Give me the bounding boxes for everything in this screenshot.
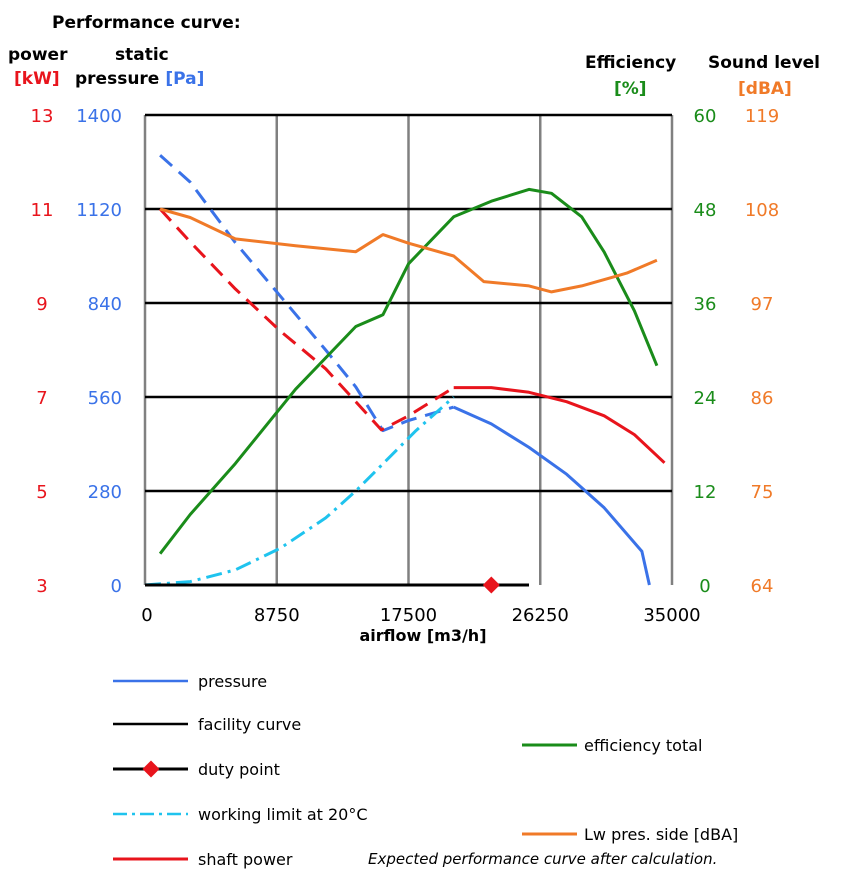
power-axis-unit: [kW] [14,69,60,89]
efficiency-tick-label: 36 [694,294,717,315]
legend-label-pressure: pressure [198,672,267,691]
vertical-gridlines [143,115,674,585]
legend-label-efficiency: efficiency total [584,736,702,755]
pressure-tick-label: 1120 [76,200,122,221]
pressure-tick-label: 280 [88,482,122,503]
lw-pres-side-dba-line [159,207,658,294]
x-tick-label: 35000 [643,605,700,626]
pressure-axis-label: pressure [Pa] [75,69,204,89]
legend-label-facility: facility curve [198,715,301,734]
sound-axis-unit: [dBA] [738,79,792,99]
sound-tick-label: 97 [751,294,774,315]
legend-label-limit: working limit at 20°C [198,805,368,824]
sound-tick-label: 64 [751,576,774,597]
sound-axis-label: Sound level [708,53,820,73]
pressure-axis-label-line1: static [115,45,169,65]
x-tick-label: 17500 [380,605,437,626]
sound-tick-label: 75 [751,482,774,503]
efficiency-axis-label: Efficiency [585,53,676,73]
power-axis-label: power [8,45,68,65]
power-tick-label: 7 [36,388,47,409]
x-tick-label: 26250 [512,605,569,626]
legend-label-shaft: shaft power [198,850,293,869]
sound-tick-label: 86 [751,388,774,409]
legend-item-facility: facility curve [113,715,301,734]
legend-item-duty: duty point [113,760,280,779]
pressure-line [159,154,455,433]
legend-label-sound: Lw pres. side [dBA] [584,825,738,844]
efficiency-tick-label: 0 [699,576,710,597]
series-lines [144,154,666,594]
power-tick-label: 3 [36,576,47,597]
legend-item-limit: working limit at 20°C [113,805,368,824]
efficiency-tick-label: 48 [694,200,717,221]
pressure-tick-label: 0 [111,576,122,597]
efficiency-tick-label: 24 [694,388,717,409]
legend-item-pressure: pressure [113,672,267,691]
tick-labels: 1311975314001120840560280060483624120119… [31,106,780,626]
sound-tick-label: 119 [745,106,779,127]
legend-marker-duty [142,760,160,778]
power-tick-label: 11 [31,200,54,221]
x-tick-label: 0 [141,605,152,626]
efficiency-tick-label: 60 [694,106,717,127]
pressure-tick-label: 560 [88,388,122,409]
pressure-line [453,405,651,586]
x-axis-label: airflow [m3/h] [359,626,486,645]
legend-label-duty: duty point [198,760,280,779]
pressure-axis-unit: [Pa] [165,69,204,89]
sound-tick-label: 108 [745,200,779,221]
power-tick-label: 5 [36,482,47,503]
shaft-power-line [453,386,666,464]
power-tick-label: 9 [36,294,47,315]
x-tick-label: 8750 [254,605,300,626]
shaft-power-line [158,207,455,432]
chart-title: Performance curve: [52,13,241,33]
duty-point-marker [482,576,500,594]
calculation-note: Expected performance curve after calcula… [368,850,717,868]
efficiency-axis-unit: [%] [614,79,647,99]
efficiency-tick-label: 12 [694,482,717,503]
pressure-tick-label: 840 [88,294,122,315]
power-tick-label: 13 [31,106,54,127]
pressure-axis-label-line2: pressure [75,69,159,89]
efficiency-total-line [158,187,659,555]
legend-item-sound: Lw pres. side [dBA] [522,825,738,844]
legend-item-efficiency: efficiency total [522,736,702,755]
legend-item-shaft: shaft power [113,850,293,869]
working-limit-at-20-c-line [144,395,455,587]
legend: pressure facility curve duty point worki… [113,672,738,869]
pressure-tick-label: 1400 [76,106,122,127]
